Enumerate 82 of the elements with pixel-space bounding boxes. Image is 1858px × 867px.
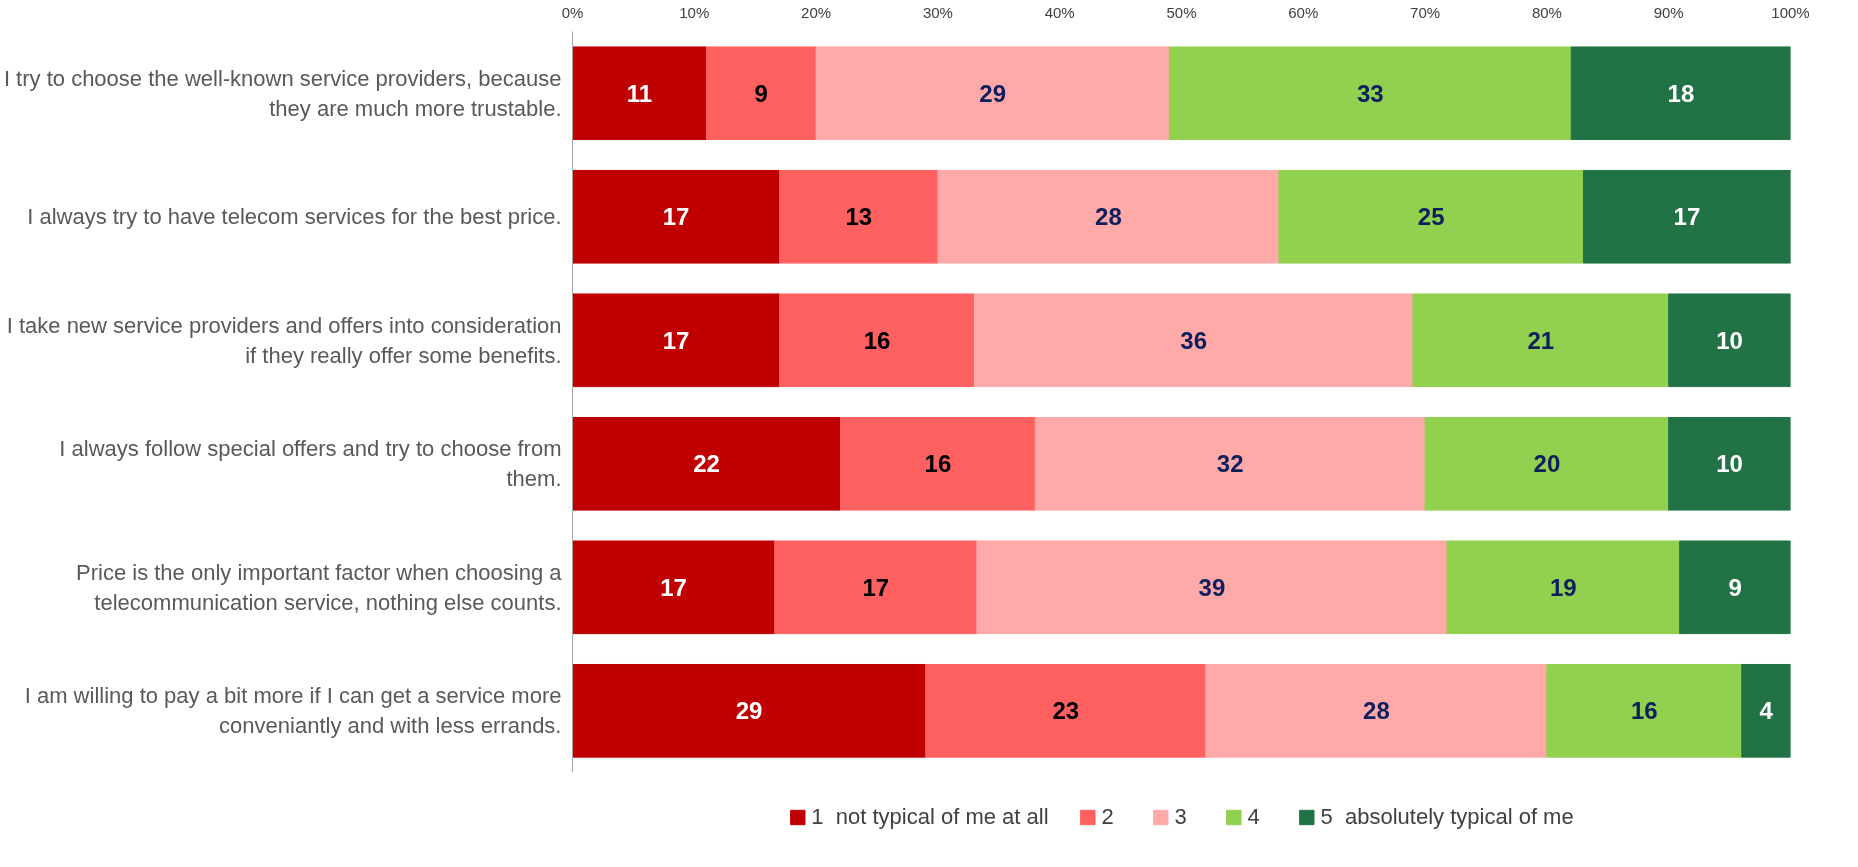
y-tick-label: I try to choose the well-known service providers, because they are much more trustable. — [3, 65, 562, 121]
data-label: 39 — [1198, 573, 1226, 601]
bar — [815, 46, 1170, 141]
y-tick-label: I always follow special offers and try to choose from them. — [59, 436, 562, 492]
data-label: 29 — [735, 697, 763, 725]
x-tick-label: 100% — [1771, 3, 1810, 21]
y-tick-label: I take new service providers and offers into consideration if they really offer some benefits. — [6, 312, 562, 368]
bar — [937, 169, 1280, 264]
data-label: 28 — [1095, 203, 1122, 231]
data-label: 17 — [662, 326, 690, 354]
x-tick-label: 40% — [1044, 3, 1075, 21]
legend-label: 1 not typical of me at all — [811, 804, 1049, 830]
bar — [925, 664, 1207, 758]
data-label: 22 — [693, 450, 720, 478]
legend-label: 3 — [1174, 804, 1188, 830]
x-tick-label: 70% — [1410, 3, 1441, 21]
x-tick-label: 10% — [679, 3, 710, 21]
y-tick-label: I always try to have telecom services for the best price. — [27, 204, 562, 230]
data-label: 16 — [1630, 697, 1658, 725]
data-label: 17 — [662, 203, 690, 231]
bar — [1412, 293, 1670, 388]
bar — [572, 169, 781, 264]
data-label: 9 — [754, 79, 768, 107]
legend-label: 5 absolutely typical of me — [1320, 804, 1574, 830]
data-label: 28 — [1363, 697, 1390, 725]
x-tick-label: 30% — [922, 3, 953, 21]
bar — [1546, 664, 1743, 758]
data-label: 4 — [1759, 697, 1774, 725]
bar — [572, 664, 927, 758]
data-label: 13 — [845, 203, 873, 231]
x-tick-label: 0% — [561, 3, 584, 21]
data-label: 19 — [1550, 573, 1577, 601]
data-label: 36 — [1180, 326, 1208, 354]
data-label: 20 — [1533, 450, 1561, 478]
data-label: 11 — [626, 79, 653, 107]
data-label: 18 — [1667, 79, 1695, 107]
data-label: 29 — [979, 79, 1007, 107]
data-label: 33 — [1356, 79, 1384, 107]
bar — [1582, 169, 1791, 264]
legend-label: 4 — [1247, 804, 1261, 830]
y-tick-label: I am willing to pay a bit more if I can get a service more conveniantly and with less errands. — [24, 683, 562, 739]
bar — [1570, 46, 1791, 141]
data-label: 9 — [1728, 573, 1742, 601]
bar — [839, 416, 1036, 511]
x-tick-label: 20% — [801, 3, 832, 21]
bar — [705, 46, 817, 141]
data-label: 23 — [1052, 697, 1080, 725]
bar — [774, 540, 978, 635]
x-tick-label: 80% — [1531, 3, 1562, 21]
x-tick-label: 50% — [1166, 3, 1197, 21]
bar — [1679, 540, 1791, 635]
data-label: 17 — [862, 573, 890, 601]
y-tick-label: Price is the only important factor when choosing a telecommunication service, nothing else counts. — [76, 559, 563, 615]
data-label: 10 — [1716, 450, 1743, 478]
data-label: 21 — [1527, 326, 1555, 354]
bar — [1424, 416, 1670, 511]
bar — [1278, 169, 1584, 264]
bar — [976, 540, 1448, 635]
bar — [572, 416, 841, 511]
bar — [1168, 46, 1572, 141]
x-tick-label: 90% — [1653, 3, 1684, 21]
data-label: 32 — [1216, 450, 1244, 478]
bar — [973, 293, 1414, 388]
data-label: 17 — [1673, 203, 1701, 231]
bar — [779, 293, 975, 388]
bar — [1668, 293, 1791, 388]
bar — [572, 540, 776, 635]
bar — [1741, 664, 1791, 758]
bar — [572, 46, 707, 141]
data-label: 10 — [1716, 326, 1743, 354]
data-label: 25 — [1417, 203, 1445, 231]
data-label: 16 — [924, 450, 952, 478]
bar — [779, 169, 939, 264]
bar — [572, 293, 781, 388]
bar — [1446, 540, 1681, 635]
bar — [1034, 416, 1426, 511]
x-tick-label: 60% — [1288, 3, 1319, 21]
data-label: 17 — [660, 573, 687, 601]
data-label: 16 — [863, 326, 891, 354]
bar — [1205, 664, 1548, 758]
legend-label: 2 — [1101, 804, 1115, 830]
bar — [1668, 416, 1791, 511]
